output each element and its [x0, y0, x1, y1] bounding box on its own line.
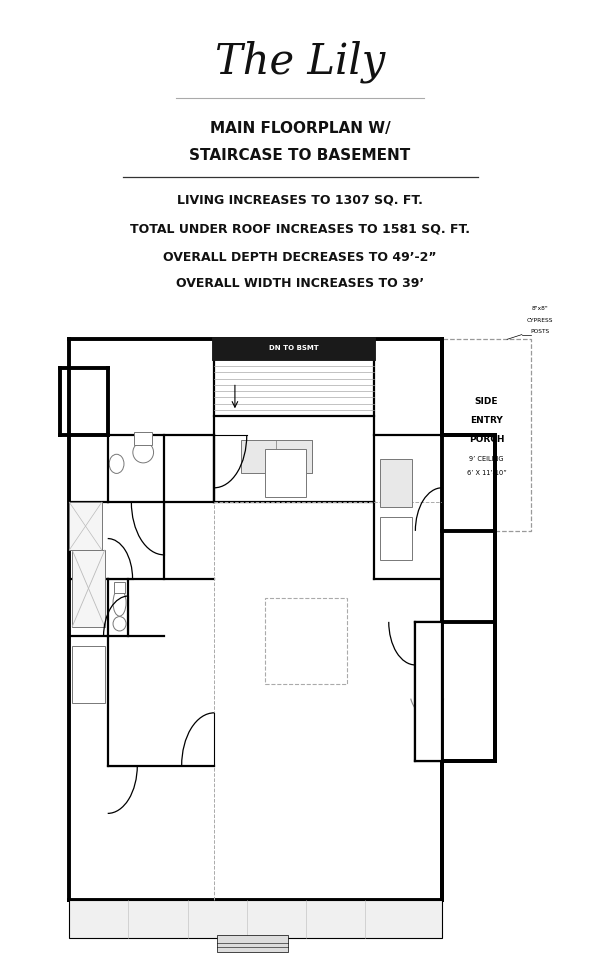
Bar — [442, 339, 531, 531]
Bar — [113, 582, 125, 593]
Bar — [415, 622, 442, 760]
Bar — [214, 358, 374, 416]
Text: MAIN FLOORPLAN W/: MAIN FLOORPLAN W/ — [209, 121, 391, 136]
Bar — [380, 517, 412, 559]
Ellipse shape — [109, 454, 124, 473]
Bar — [69, 899, 442, 938]
Text: PORCH: PORCH — [469, 436, 504, 444]
Text: OVERALL WIDTH INCREASES TO 39’: OVERALL WIDTH INCREASES TO 39’ — [176, 277, 424, 291]
Bar — [72, 646, 105, 703]
Ellipse shape — [133, 441, 154, 463]
Bar — [380, 459, 412, 507]
Bar — [241, 440, 312, 473]
Text: TOTAL UNDER ROOF INCREASES TO 1581 SQ. FT.: TOTAL UNDER ROOF INCREASES TO 1581 SQ. F… — [130, 223, 470, 236]
Text: STAIRCASE TO BASEMENT: STAIRCASE TO BASEMENT — [190, 148, 410, 163]
Text: ENTRY: ENTRY — [470, 416, 503, 425]
Text: 9’ CEILING: 9’ CEILING — [469, 456, 503, 462]
Text: CYPRESS: CYPRESS — [526, 318, 553, 323]
Bar — [72, 550, 105, 627]
Ellipse shape — [113, 589, 126, 616]
Text: SIDE: SIDE — [475, 397, 498, 406]
Text: 6’ X 11’-10”: 6’ X 11’-10” — [467, 470, 506, 476]
Text: POSTS: POSTS — [530, 329, 549, 334]
Text: LIVING INCREASES TO 1307 SQ. FT.: LIVING INCREASES TO 1307 SQ. FT. — [177, 194, 423, 207]
Ellipse shape — [113, 616, 126, 631]
Bar — [265, 598, 347, 684]
Bar — [134, 432, 152, 444]
Bar — [265, 449, 306, 497]
Text: DN TO BSMT: DN TO BSMT — [269, 345, 319, 351]
Bar — [217, 935, 288, 952]
Text: 8"x8": 8"x8" — [531, 306, 548, 311]
Text: The Lily: The Lily — [215, 41, 385, 83]
Ellipse shape — [78, 655, 98, 694]
Bar — [69, 502, 102, 550]
Bar — [214, 339, 374, 358]
Text: OVERALL DEPTH DECREASES TO 49’-2”: OVERALL DEPTH DECREASES TO 49’-2” — [163, 251, 437, 265]
